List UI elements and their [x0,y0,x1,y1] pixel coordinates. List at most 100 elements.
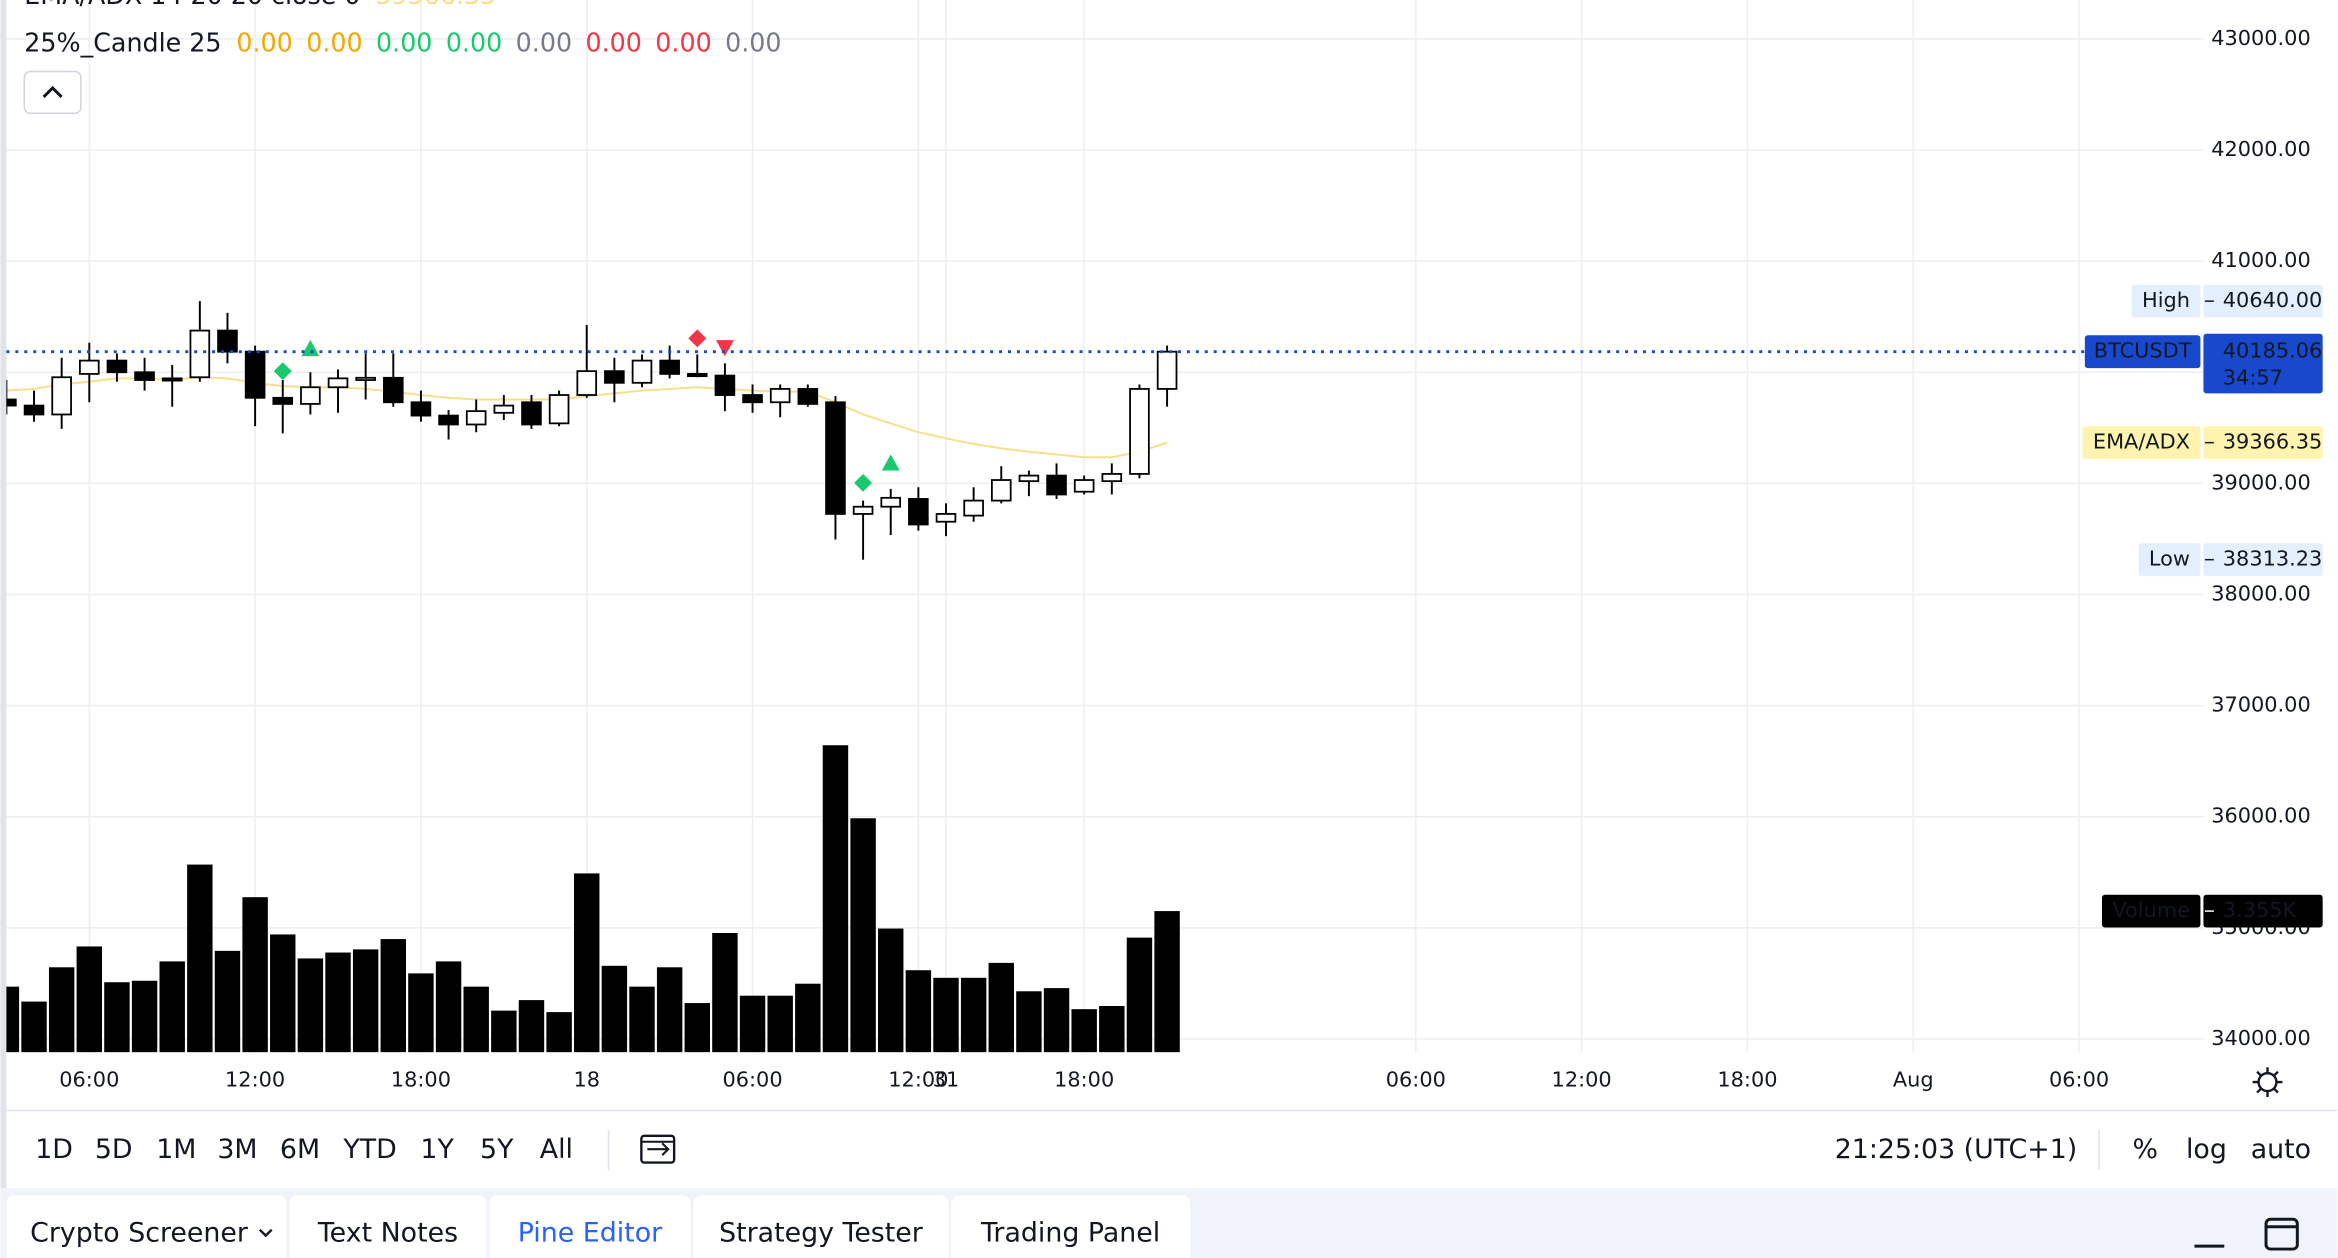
range-button[interactable]: 1Y [420,1134,454,1165]
candle-body [6,398,17,407]
tab-label[interactable]: Crypto Screener [30,1218,249,1249]
x-tick-label: 06:00 [2049,1068,2109,1092]
candle-body [604,370,625,384]
volume-bar [601,965,628,1053]
tab[interactable] [489,1195,691,1258]
tab-label[interactable]: Text Notes [317,1218,458,1249]
legend-title: 25%_Candle 25 [24,28,221,58]
tab[interactable] [6,1195,287,1258]
candle-body [79,359,100,375]
candle-body [438,414,459,426]
candle-body [990,479,1012,502]
candle-body [548,394,570,425]
volume-bar [21,1001,47,1053]
legend-value: 0.00 [655,28,711,58]
candle-body [852,505,874,515]
volume-bar [463,986,489,1053]
y-tick-label: 34000.00 [2211,1026,2311,1050]
tab[interactable] [951,1195,1190,1258]
x-tick-label: Aug [1893,1068,1934,1092]
badge-name: Volume [2112,898,2190,922]
volume-bar [48,967,75,1053]
y-tick-label: 37000.00 [2211,693,2311,717]
x-tick-label: 12:00 [1552,1068,1612,1092]
x-tick-label: 06:00 [59,1068,119,1092]
tab[interactable] [693,1195,949,1258]
volume-bar [159,961,185,1053]
volume-bar [739,995,766,1053]
scale-option[interactable]: log [2186,1134,2227,1165]
volume-bar [712,932,738,1053]
candle-body [659,359,680,375]
volume-bar [1154,911,1180,1053]
legend-value: 39366.35 [375,0,496,10]
volume-bar [960,977,987,1053]
legend-value: 0.00 [725,28,781,58]
collapse-button[interactable] [23,70,82,115]
x-tick-label: 18:00 [391,1068,451,1092]
badge-value: 3.355K [2223,898,2298,922]
settings-icon[interactable] [2252,1067,2283,1098]
candle-body [327,377,349,389]
range-button[interactable]: 5Y [480,1134,514,1165]
candle-body [106,359,128,374]
candle-body [410,401,432,417]
range-button[interactable]: All [540,1134,573,1165]
range-button[interactable]: YTD [342,1134,396,1165]
legend-value: 0.00 [236,28,292,58]
legend-value: 0.00 [446,28,502,58]
badge-value: 39366.35 [2223,430,2323,454]
maximize-icon[interactable] [2264,1217,2299,1251]
badge-name-box [2131,284,2201,318]
candle-body [769,388,791,404]
legend-value: 0.00 [376,28,432,58]
candle-body [244,350,266,399]
y-tick-label: 42000.00 [2211,137,2311,161]
candle-body [134,371,155,381]
x-tick-label: 12:00 [888,1068,948,1092]
badge-name-box [2084,335,2201,369]
range-button[interactable]: 3M [217,1134,257,1165]
badge-value: 40185.06 [2223,339,2323,363]
range-button[interactable]: 1M [156,1134,196,1165]
candle-body [908,498,929,526]
volume-bar [656,967,683,1053]
volume-bar [214,950,241,1053]
tab-label[interactable]: Strategy Tester [719,1218,924,1249]
volume-pane [6,745,1180,1053]
range-button[interactable]: 6M [280,1134,320,1165]
candle-body [631,359,653,384]
candle-body [1073,479,1095,493]
candle-body [189,329,211,379]
range-button[interactable]: 1D [35,1134,73,1165]
signal-marker [881,454,900,471]
volume-bar [684,1003,710,1053]
scale-option[interactable]: auto [2251,1134,2311,1165]
candle-body [1129,388,1150,475]
tab-label[interactable]: Trading Panel [980,1218,1160,1249]
signal-marker [301,339,320,357]
y-tick-label: 41000.00 [2211,248,2311,272]
x-tick-label: 31 [933,1068,960,1092]
badge-name-box [2101,894,2201,928]
date-range-icon[interactable] [640,1134,676,1164]
badge-value-box [2203,333,2323,394]
volume-bar [629,986,655,1053]
tab-label[interactable]: Pine Editor [518,1218,663,1249]
candle-body [355,376,376,381]
candle-body [880,496,902,508]
left-edge [0,0,7,1188]
candle-body [51,376,72,416]
badge-name-box [2138,543,2201,577]
scale-option[interactable]: % [2133,1134,2158,1165]
volume-bar [1043,988,1070,1053]
range-button[interactable]: 5D [95,1134,133,1165]
toolbar: 1D 5D 1M 3M 6M YTD 1Y 5Y All 21:25:03 (UTC+1)% log… [6,1134,2311,1258]
tab[interactable] [289,1195,487,1258]
y-tick-label: 36000.00 [2211,804,2311,828]
volume-bar [242,897,268,1053]
badge-name: EMA/ADX [2093,430,2190,454]
candle-body [493,404,515,414]
x-tick-label: 18:00 [1054,1068,1114,1092]
